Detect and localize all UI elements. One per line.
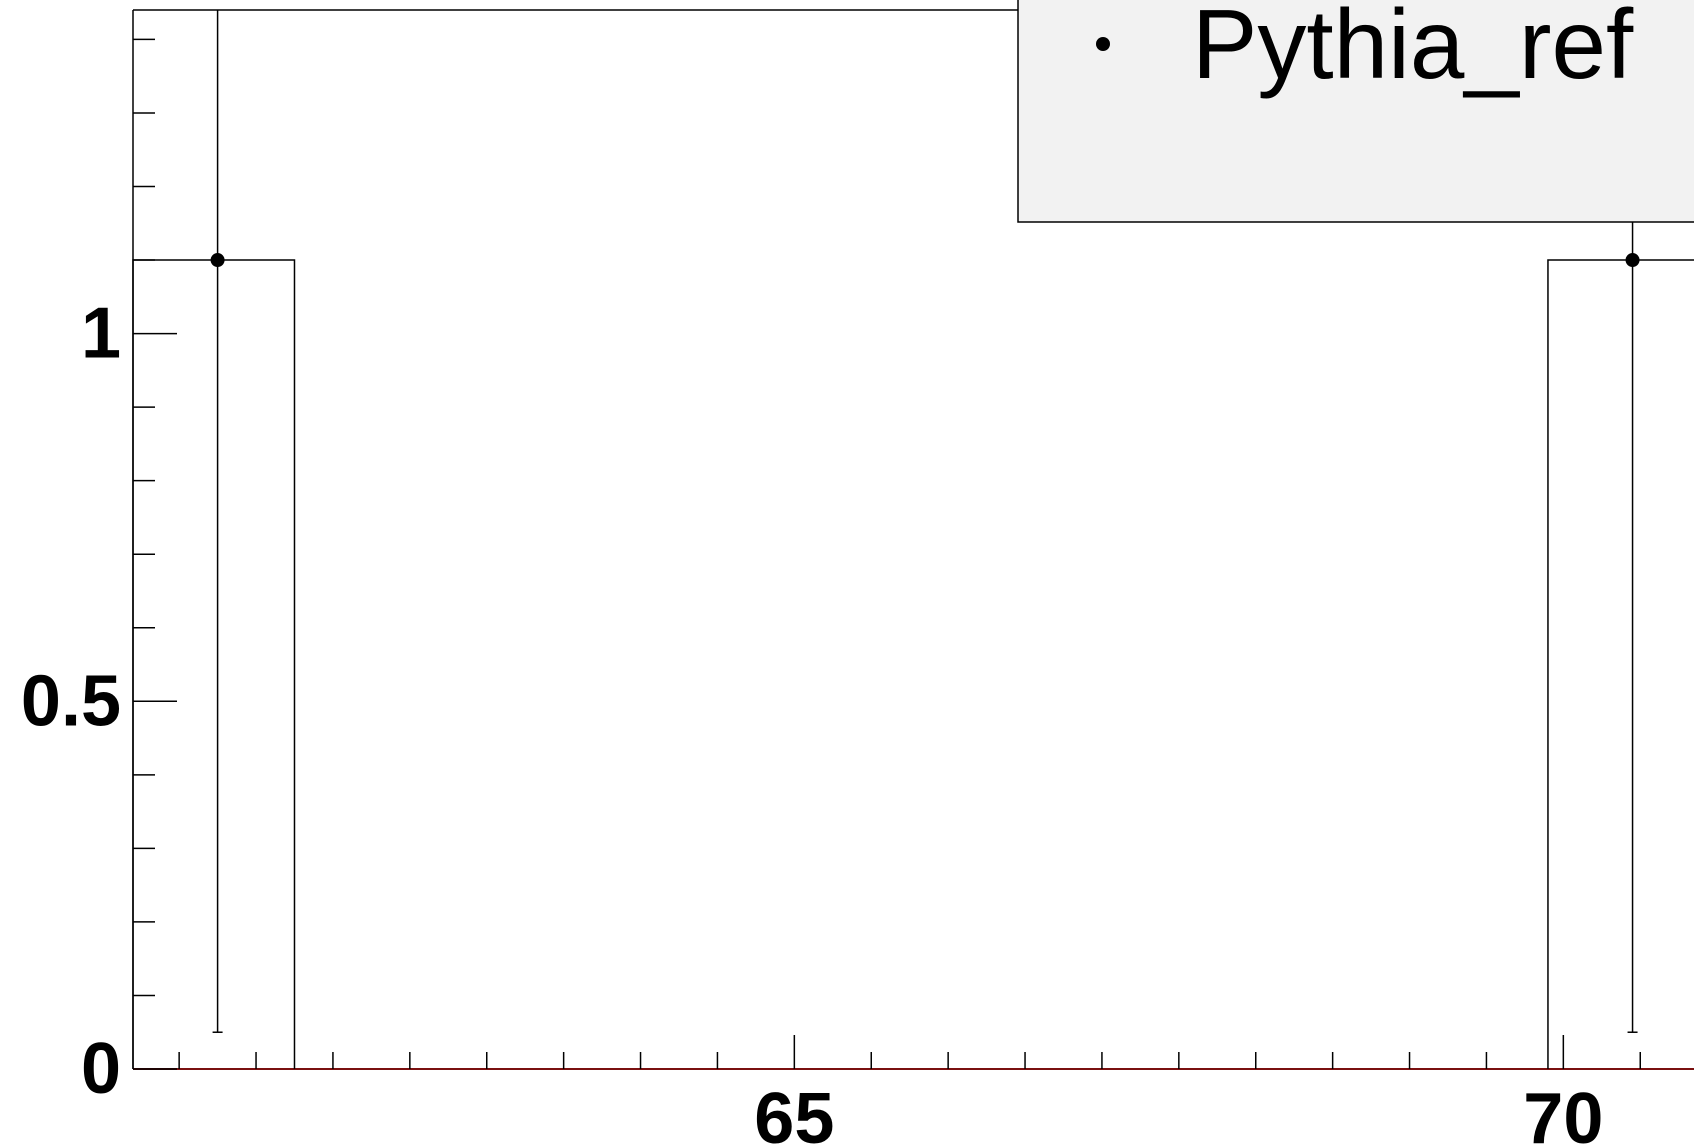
legend-marker [1096, 37, 1110, 51]
x-axis-ticks: 65 70 [178, 1035, 1641, 1144]
x-tick-label: 65 [754, 1079, 834, 1144]
legend-box [1017, 0, 1694, 223]
x-tick-label: 70 [1523, 1079, 1603, 1144]
legend: Pythia_ref [1017, 0, 1694, 223]
data-point [1625, 253, 1640, 268]
y-tick-label: 0 [81, 1029, 121, 1109]
histogram-bin [1547, 259, 1694, 1069]
y-tick-label: 1 [81, 294, 121, 374]
legend-label: Pythia_ref [1192, 0, 1634, 99]
y-axis-ticks: 00.51 [21, 38, 177, 1109]
y-tick-label: 0.5 [21, 661, 121, 741]
data-point [210, 253, 225, 268]
